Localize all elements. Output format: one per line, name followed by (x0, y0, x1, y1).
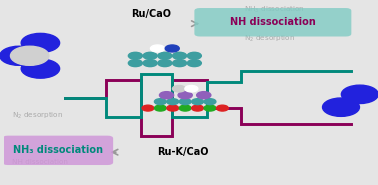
Circle shape (217, 105, 228, 111)
Circle shape (155, 99, 166, 105)
FancyBboxPatch shape (2, 136, 113, 165)
Circle shape (173, 60, 187, 67)
Circle shape (187, 60, 201, 67)
Circle shape (192, 99, 203, 105)
Circle shape (129, 52, 143, 59)
Circle shape (21, 33, 60, 53)
Circle shape (158, 52, 172, 59)
Circle shape (150, 45, 164, 52)
Circle shape (167, 105, 179, 111)
Text: N$_2$ desorption: N$_2$ desorption (244, 34, 296, 44)
Circle shape (165, 45, 179, 52)
Circle shape (158, 60, 172, 67)
Circle shape (197, 92, 211, 99)
Circle shape (192, 105, 203, 111)
Text: NH dissociation: NH dissociation (12, 159, 67, 165)
Circle shape (21, 59, 60, 78)
Circle shape (142, 105, 154, 111)
Circle shape (179, 99, 191, 105)
Circle shape (167, 99, 179, 105)
Text: N$_2$ desorption: N$_2$ desorption (12, 111, 63, 121)
Circle shape (185, 85, 198, 92)
Circle shape (179, 105, 191, 111)
Circle shape (155, 105, 166, 111)
Circle shape (143, 60, 157, 67)
Circle shape (172, 85, 186, 92)
Circle shape (187, 52, 201, 59)
Circle shape (129, 60, 143, 67)
Circle shape (178, 92, 192, 99)
Circle shape (322, 98, 359, 116)
Text: NH dissociation: NH dissociation (230, 17, 316, 27)
Circle shape (204, 99, 216, 105)
Circle shape (160, 92, 174, 99)
Circle shape (341, 85, 378, 104)
Circle shape (204, 105, 216, 111)
Text: NH₃ dissociation: NH₃ dissociation (13, 145, 103, 155)
Circle shape (143, 52, 157, 59)
FancyBboxPatch shape (194, 8, 351, 36)
Circle shape (11, 46, 49, 65)
Text: Ru-K/CaO: Ru-K/CaO (158, 147, 209, 157)
Circle shape (0, 46, 38, 65)
Text: NH$_3$ dissociation: NH$_3$ dissociation (244, 4, 305, 15)
Circle shape (173, 52, 187, 59)
Text: Ru/CaO: Ru/CaO (132, 9, 172, 18)
